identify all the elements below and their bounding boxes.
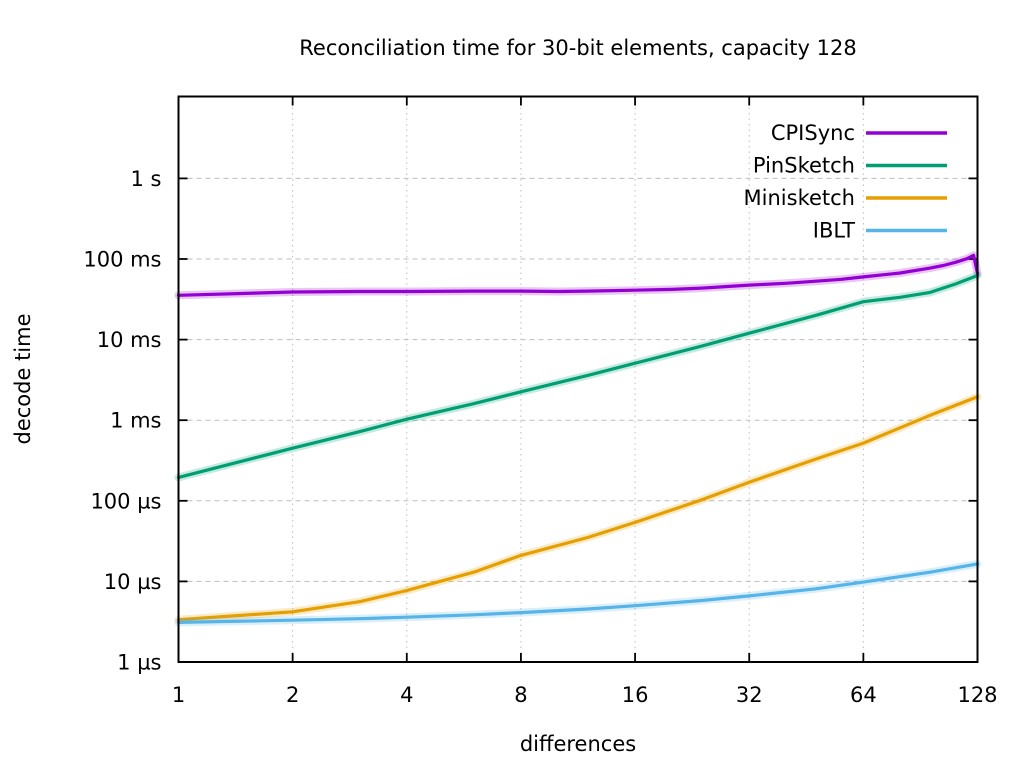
legend: CPISync PinSketch Minisketch IBLT: [744, 121, 947, 243]
grid-lines: [178, 96, 978, 662]
x-tick-label: 64: [850, 683, 877, 707]
series-line-iblt: [176, 562, 980, 625]
x-tick-label: 2: [286, 683, 299, 707]
y-tick-label: 1 ms: [110, 409, 161, 433]
y-tick-label: 100 µs: [90, 489, 161, 513]
x-tick-label: 8: [514, 683, 527, 707]
legend-label-minisketch: Minisketch: [744, 186, 855, 210]
y-tick-label: 1 s: [131, 167, 162, 191]
x-axis-label: differences: [520, 732, 636, 756]
chart-title: Reconciliation time for 30-bit elements,…: [299, 36, 856, 60]
data-series: [174, 251, 982, 627]
x-tick-label: 16: [622, 683, 649, 707]
legend-label-pinsketch: PinSketch: [753, 154, 855, 178]
x-tick-label: 128: [957, 683, 997, 707]
y-tick-label: 100 ms: [83, 248, 161, 272]
tick-labels: 1 s 100 ms 10 ms 1 ms 100 µs 10 µs 1 µs 1 2 4 8 16 3…: [83, 167, 997, 707]
series-band-cpisync: [174, 251, 982, 300]
y-tick-label: 10 ms: [97, 328, 162, 352]
series-line-cpisync: [176, 253, 980, 297]
plot-border: [177, 95, 979, 663]
x-tick-label: 32: [736, 683, 763, 707]
y-tick-label: 10 µs: [104, 570, 162, 594]
legend-label-iblt: IBLT: [813, 219, 855, 243]
series-line-pinsketch: [176, 273, 980, 479]
legend-label-cpisync: CPISync: [771, 121, 855, 145]
x-tick-label: 1: [172, 683, 185, 707]
y-axis-label: decode time: [11, 313, 35, 444]
series-line-minisketch: [176, 395, 980, 622]
y-tick-label: 1 µs: [117, 651, 161, 675]
x-tick-label: 4: [400, 683, 413, 707]
